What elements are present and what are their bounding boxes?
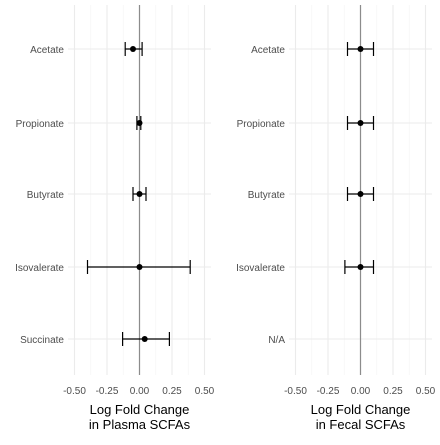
panel-plasma-x-axis-title: Log Fold Change in Plasma SCFAs: [89, 402, 191, 432]
panel-fecal-point-estimate: [357, 264, 364, 270]
panel-plasma-x-tick-label: -0.25: [96, 386, 119, 397]
panel-fecal-x-axis-title-line: in Fecal SCFAs: [316, 417, 406, 432]
panel-plasma-category-label: Propionate: [16, 119, 65, 130]
panel-plasma-x-axis-title-line: Log Fold Change: [90, 402, 190, 417]
panel-fecal-point-estimate: [357, 120, 364, 126]
panel-plasma-point-estimate: [141, 336, 148, 342]
panel-fecal-x-tick-label: 0.25: [383, 386, 403, 397]
panel-fecal-x-axis-title: Log Fold Change in Fecal SCFAs: [311, 402, 411, 432]
panel-fecal-category-label: Acetate: [251, 45, 285, 56]
panel-fecal-x-tick-label: -0.50: [284, 386, 307, 397]
panel-plasma-point-estimate: [130, 46, 136, 52]
panel-plasma-category-label: Isovalerate: [15, 263, 64, 274]
panel-fecal-point-estimate: [357, 46, 364, 52]
panel-plasma-x-tick-label: 0.50: [195, 386, 215, 397]
panel-plasma-x-tick-label: 0.25: [162, 386, 182, 397]
panel-plasma-point-estimate: [136, 120, 143, 126]
panel-plasma-x-tick-label: 0.00: [130, 386, 150, 397]
panel-fecal-category-label: Butyrate: [248, 190, 286, 201]
panel-plasma-category-label: Butyrate: [27, 190, 65, 201]
panel-fecal-x-tick-label: 0.00: [351, 386, 371, 397]
panel-plasma-x-tick-label: -0.50: [63, 386, 86, 397]
panel-fecal-category-label: N/A: [268, 335, 285, 346]
panel-fecal-x-axis-title-line: Log Fold Change: [311, 402, 411, 417]
panel-fecal-x-tick-label: -0.25: [317, 386, 340, 397]
panel-fecal-category-label: Isovalerate: [236, 263, 285, 274]
panel-plasma-point-estimate: [136, 264, 143, 270]
panel-plasma-x-axis-title-line: in Plasma SCFAs: [89, 417, 191, 432]
panel-plasma-category-label: Succinate: [20, 335, 64, 346]
panel-fecal-category-label: Propionate: [237, 119, 286, 130]
panel-fecal-point-estimate: [357, 191, 364, 197]
panel-plasma-point-estimate: [136, 191, 143, 197]
panel-plasma-category-label: Acetate: [30, 45, 64, 56]
panel-fecal-x-tick-label: 0.50: [416, 386, 436, 397]
